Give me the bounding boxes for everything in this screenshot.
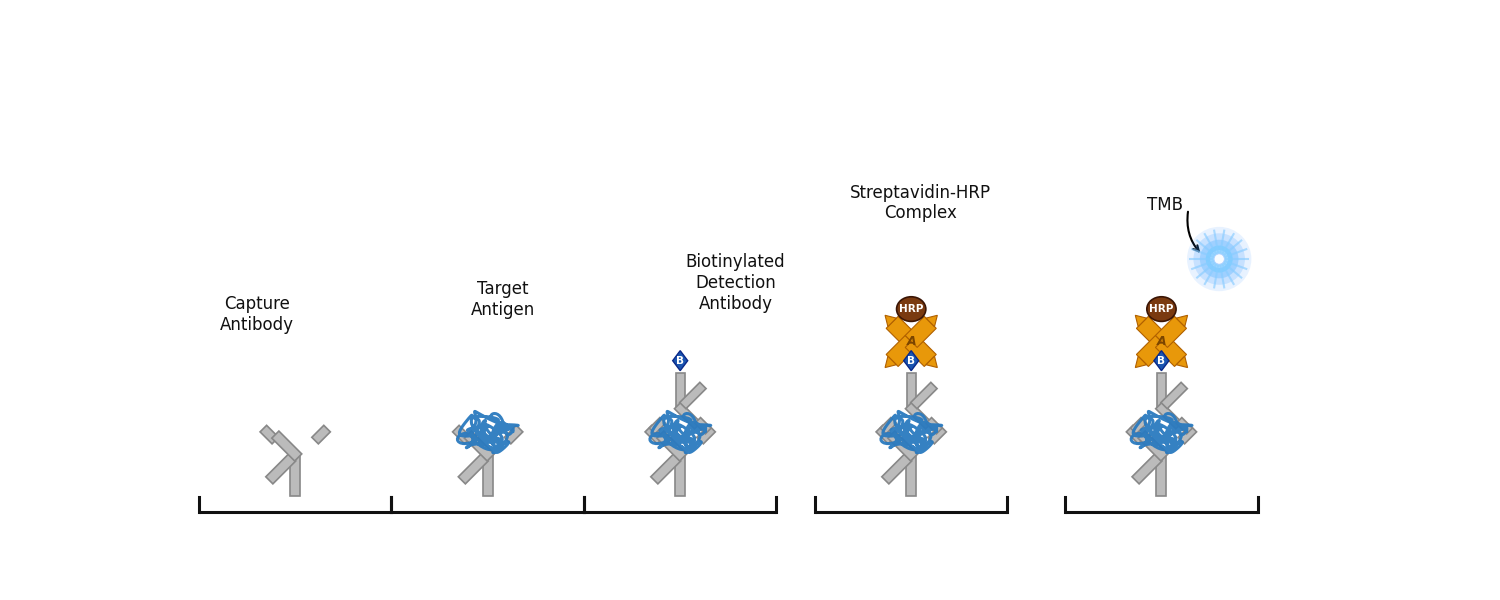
Polygon shape — [650, 418, 666, 434]
Polygon shape — [453, 425, 471, 444]
Text: TMB: TMB — [1148, 196, 1184, 214]
Polygon shape — [483, 455, 492, 496]
Polygon shape — [1137, 335, 1167, 367]
Polygon shape — [1154, 350, 1168, 371]
Polygon shape — [888, 431, 918, 461]
Text: B: B — [908, 356, 915, 365]
Text: B: B — [1158, 356, 1166, 365]
Ellipse shape — [1148, 297, 1176, 322]
Polygon shape — [672, 350, 687, 371]
Polygon shape — [1176, 315, 1188, 326]
Polygon shape — [1136, 315, 1146, 326]
Polygon shape — [272, 431, 302, 461]
Polygon shape — [645, 425, 663, 444]
Polygon shape — [680, 382, 706, 409]
Polygon shape — [926, 315, 938, 326]
Polygon shape — [903, 350, 918, 371]
Ellipse shape — [1200, 240, 1239, 278]
Text: Biotinylated
Detection
Antibody: Biotinylated Detection Antibody — [686, 253, 786, 313]
Polygon shape — [904, 316, 936, 347]
Polygon shape — [657, 431, 687, 461]
Polygon shape — [1176, 418, 1192, 434]
Text: Target
Antigen: Target Antigen — [471, 280, 536, 319]
Polygon shape — [1131, 418, 1148, 434]
Polygon shape — [1155, 335, 1186, 367]
Polygon shape — [260, 425, 279, 444]
Polygon shape — [906, 455, 916, 496]
Polygon shape — [290, 455, 300, 496]
Ellipse shape — [1214, 254, 1224, 264]
Polygon shape — [694, 418, 711, 434]
Polygon shape — [904, 335, 936, 367]
Polygon shape — [880, 418, 897, 434]
Text: HRP: HRP — [1149, 304, 1173, 314]
Polygon shape — [1156, 455, 1167, 496]
Polygon shape — [1132, 454, 1162, 484]
Text: A: A — [906, 335, 916, 348]
Polygon shape — [459, 454, 488, 484]
Polygon shape — [1126, 425, 1144, 444]
Polygon shape — [266, 454, 296, 484]
Polygon shape — [1138, 431, 1168, 461]
Polygon shape — [885, 315, 897, 326]
Polygon shape — [926, 418, 942, 434]
Text: B: B — [676, 356, 684, 365]
Ellipse shape — [1210, 250, 1228, 268]
Polygon shape — [886, 335, 916, 367]
Polygon shape — [876, 425, 894, 444]
Polygon shape — [698, 425, 715, 444]
Text: HRP: HRP — [898, 304, 924, 314]
Polygon shape — [676, 373, 684, 409]
Polygon shape — [1178, 425, 1197, 444]
Polygon shape — [1161, 382, 1188, 409]
Polygon shape — [908, 373, 915, 409]
Polygon shape — [675, 403, 700, 429]
Polygon shape — [1137, 316, 1167, 347]
Ellipse shape — [897, 297, 926, 322]
Polygon shape — [885, 356, 897, 368]
Polygon shape — [465, 431, 494, 461]
Polygon shape — [312, 425, 330, 444]
Polygon shape — [675, 455, 686, 496]
Polygon shape — [504, 425, 524, 444]
Polygon shape — [882, 454, 912, 484]
Polygon shape — [1176, 356, 1188, 368]
Polygon shape — [886, 316, 916, 347]
Ellipse shape — [1206, 245, 1233, 272]
Text: Streptavidin-HRP
Complex: Streptavidin-HRP Complex — [850, 184, 992, 223]
Polygon shape — [926, 356, 938, 368]
Polygon shape — [910, 382, 938, 409]
Polygon shape — [1155, 403, 1182, 429]
Polygon shape — [928, 425, 946, 444]
Ellipse shape — [1194, 233, 1245, 285]
Text: A: A — [1156, 335, 1167, 348]
Polygon shape — [651, 454, 681, 484]
Polygon shape — [1156, 373, 1166, 409]
Text: Capture
Antibody: Capture Antibody — [219, 295, 294, 334]
Polygon shape — [906, 403, 932, 429]
Ellipse shape — [1186, 227, 1251, 291]
Polygon shape — [1155, 316, 1186, 347]
Polygon shape — [1136, 356, 1146, 368]
